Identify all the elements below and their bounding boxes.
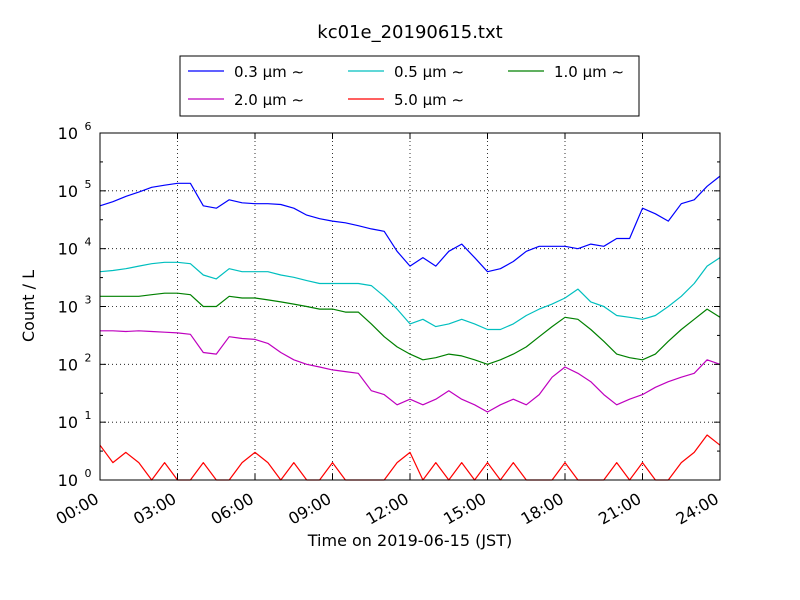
y-tick-label: 10 bbox=[58, 124, 78, 143]
legend-label: 5.0 μm ∼ bbox=[394, 91, 464, 109]
grid bbox=[100, 133, 720, 480]
y-tick-exponent: 4 bbox=[85, 236, 92, 249]
y-tick-exponent: 0 bbox=[85, 467, 92, 480]
x-tick-label: 24:00 bbox=[673, 489, 722, 529]
x-tick-label: 15:00 bbox=[440, 489, 489, 529]
series-line-3 bbox=[100, 330, 721, 413]
y-tick-label: 10 bbox=[58, 355, 78, 374]
y-tick-exponent: 3 bbox=[85, 294, 92, 307]
legend-label: 1.0 μm ∼ bbox=[554, 63, 624, 81]
series-line-2 bbox=[100, 292, 721, 365]
x-tick-label: 03:00 bbox=[130, 489, 179, 529]
x-tick-label: 18:00 bbox=[518, 489, 567, 529]
y-tick-exponent: 1 bbox=[85, 409, 92, 422]
y-tick-exponent: 5 bbox=[85, 178, 92, 191]
legend-label: 0.5 μm ∼ bbox=[394, 63, 464, 81]
x-tick-label: 21:00 bbox=[595, 489, 644, 529]
y-tick-label: 10 bbox=[58, 182, 78, 201]
series-line-0 bbox=[99, 175, 721, 273]
y-tick-label: 10 bbox=[58, 240, 78, 259]
y-tick-exponent: 2 bbox=[85, 351, 92, 364]
x-axis-label: Time on 2019-06-15 (JST) bbox=[307, 531, 512, 550]
y-tick-label: 10 bbox=[58, 471, 78, 490]
x-tick-label: 06:00 bbox=[208, 489, 257, 529]
x-tick-label: 00:00 bbox=[53, 489, 102, 529]
y-tick-exponent: 6 bbox=[85, 120, 92, 133]
chart-title: kc01e_20190615.txt bbox=[317, 22, 502, 43]
legend-label: 2.0 μm ∼ bbox=[234, 91, 304, 109]
y-tick-label: 10 bbox=[58, 298, 78, 317]
series-group bbox=[99, 175, 721, 481]
legend-box bbox=[179, 55, 640, 117]
legend-label: 0.3 μm ∼ bbox=[234, 63, 304, 81]
y-tick-label: 10 bbox=[58, 413, 78, 432]
series-line-4 bbox=[99, 434, 721, 481]
legend: 0.3 μm ∼ 0.5 μm ∼ 1.0 μm ∼ 2.0 μm ∼ 5.0 μm ∼ bbox=[188, 63, 624, 109]
y-axis-label: Count / L bbox=[19, 270, 38, 342]
series-line-1 bbox=[99, 257, 721, 331]
x-tick-label: 09:00 bbox=[285, 489, 334, 529]
x-tick-label: 12:00 bbox=[363, 489, 412, 529]
